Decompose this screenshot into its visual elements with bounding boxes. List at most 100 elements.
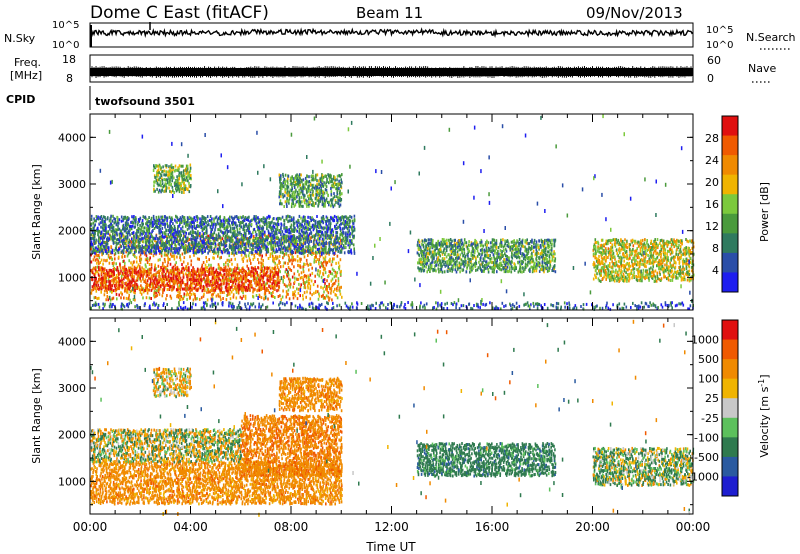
cell xyxy=(161,221,163,225)
cell xyxy=(297,287,300,291)
cell xyxy=(293,221,296,225)
cell xyxy=(263,242,266,246)
cell xyxy=(198,242,201,246)
cell xyxy=(186,287,188,291)
cell xyxy=(271,236,274,240)
cell xyxy=(339,226,341,230)
cell xyxy=(93,248,96,252)
cell xyxy=(336,285,339,289)
cell xyxy=(148,272,150,275)
cell xyxy=(95,253,98,257)
cell xyxy=(223,247,226,251)
cell xyxy=(276,289,278,293)
cell xyxy=(231,232,234,236)
cpid-label: CPID xyxy=(6,93,35,106)
cell xyxy=(219,291,222,295)
cell xyxy=(276,243,279,247)
cell xyxy=(336,221,339,224)
cell xyxy=(169,270,172,274)
cell xyxy=(92,247,94,251)
cell xyxy=(134,243,136,247)
cell xyxy=(169,252,172,256)
cell xyxy=(209,245,211,249)
cell xyxy=(123,227,125,231)
cell xyxy=(159,246,161,250)
cell xyxy=(109,279,111,283)
cell xyxy=(162,165,164,169)
cell xyxy=(286,217,288,221)
cell xyxy=(345,236,348,240)
cell xyxy=(194,218,196,222)
cell xyxy=(102,283,104,287)
cell xyxy=(123,225,125,229)
cell xyxy=(296,220,299,224)
cell xyxy=(130,220,132,224)
cell xyxy=(137,235,140,239)
cell xyxy=(319,265,321,269)
cell xyxy=(294,248,297,252)
cell xyxy=(186,268,188,272)
cell xyxy=(258,253,261,257)
cell xyxy=(177,232,180,236)
cell xyxy=(138,237,141,241)
cell xyxy=(118,255,120,259)
cell xyxy=(152,279,155,283)
cell xyxy=(190,233,193,237)
cell xyxy=(269,269,272,273)
cell xyxy=(287,238,290,242)
cell xyxy=(231,262,233,266)
cell xyxy=(326,237,329,241)
cell xyxy=(291,238,293,242)
cell xyxy=(314,250,317,254)
cell xyxy=(178,183,181,187)
cell xyxy=(218,245,221,249)
cell xyxy=(146,261,149,264)
cell xyxy=(240,253,243,257)
cell xyxy=(151,235,153,239)
cell xyxy=(118,232,121,236)
cell xyxy=(243,285,246,289)
cell xyxy=(109,249,111,253)
cell xyxy=(235,251,238,255)
cell xyxy=(307,245,309,249)
cell xyxy=(327,295,329,299)
cell xyxy=(99,216,101,220)
cell xyxy=(157,264,160,268)
cell xyxy=(133,218,136,222)
cell xyxy=(208,258,210,262)
cell xyxy=(107,278,110,282)
cell xyxy=(174,230,177,234)
cell xyxy=(177,285,179,289)
cell xyxy=(100,234,102,238)
cell xyxy=(256,237,259,241)
cell xyxy=(181,252,184,256)
cell xyxy=(120,269,122,273)
cell xyxy=(221,225,223,229)
cell xyxy=(131,270,134,274)
cell xyxy=(262,242,265,246)
cell xyxy=(139,290,142,294)
cell xyxy=(225,228,227,232)
cell xyxy=(285,215,288,219)
cell xyxy=(202,267,204,271)
cell xyxy=(111,274,114,278)
cell xyxy=(200,235,202,239)
cell xyxy=(167,233,170,237)
cell xyxy=(112,296,115,300)
nsky-ytick-bottom: 10^0 xyxy=(52,40,79,51)
cell xyxy=(174,164,177,168)
cell xyxy=(125,250,127,254)
cell xyxy=(110,229,113,233)
cell xyxy=(266,274,268,278)
cell xyxy=(266,224,268,228)
cell xyxy=(242,226,245,230)
cell xyxy=(173,271,175,275)
cell xyxy=(171,226,173,230)
cell xyxy=(347,243,349,247)
cell xyxy=(261,232,263,236)
cell xyxy=(132,298,135,301)
cell xyxy=(232,251,234,255)
cell xyxy=(248,271,250,275)
cell xyxy=(190,287,192,291)
cell xyxy=(215,251,217,255)
